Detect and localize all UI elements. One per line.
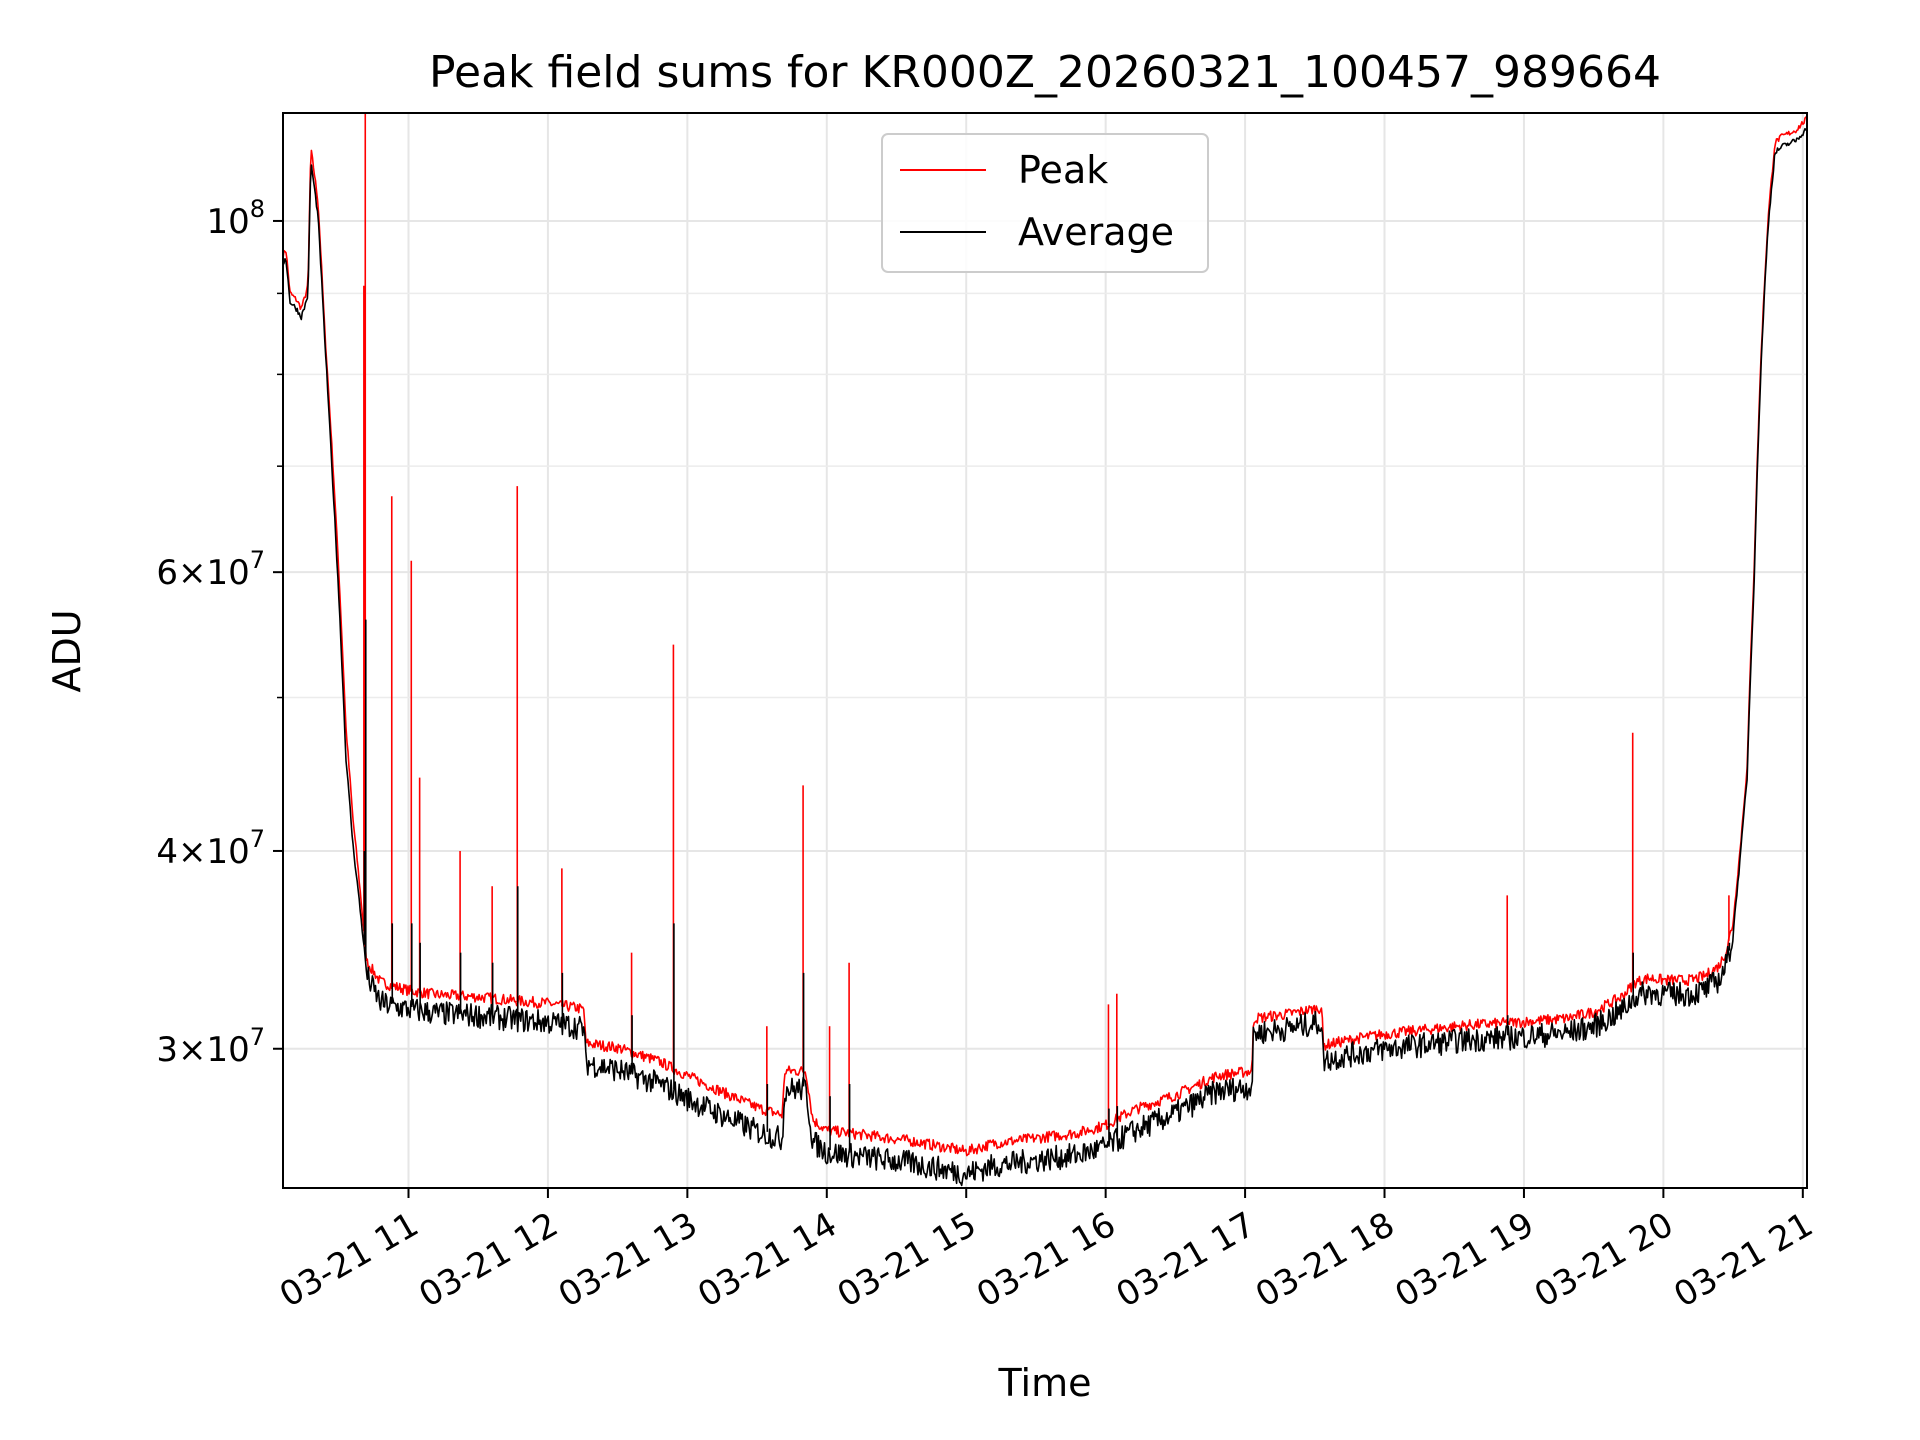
chart-title: Peak field sums for KR000Z_20260321_1004…: [429, 47, 1661, 98]
legend: Peak Average: [881, 133, 1209, 273]
y-axis-label: ADU: [45, 609, 89, 692]
series-line-average: [282, 127, 1808, 1187]
y-tick-label: 6×107: [156, 546, 265, 593]
y-tick-label: 108: [206, 195, 265, 242]
series-line-peak: [282, 115, 1808, 1157]
x-axis-label: Time: [998, 1361, 1092, 1405]
y-tick-label: 3×107: [156, 1023, 265, 1070]
legend-label-average: Average: [1018, 210, 1174, 254]
legend-label-peak: Peak: [1018, 148, 1108, 192]
y-tick-label: 4×107: [156, 825, 265, 872]
plot-series: [282, 113, 1808, 1187]
plot-frame: [282, 112, 1808, 1189]
legend-box: [881, 133, 1209, 273]
